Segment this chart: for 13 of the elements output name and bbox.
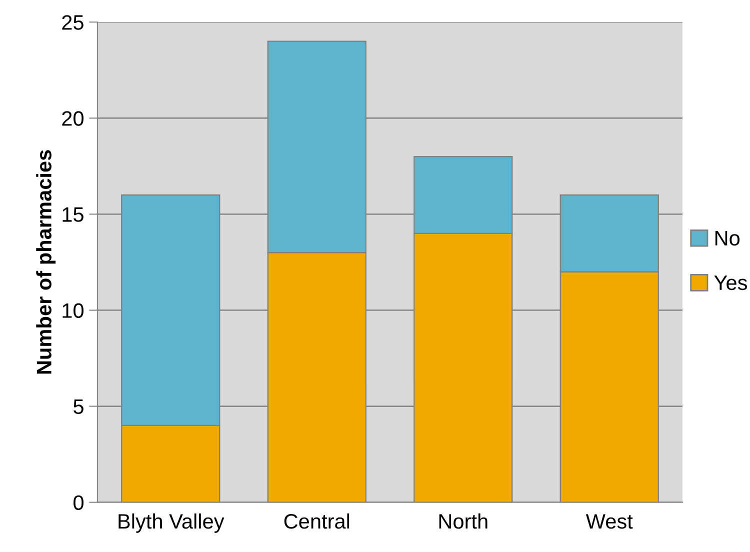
- legend-label: No: [715, 231, 740, 246]
- x-tick-label: Central: [284, 513, 350, 529]
- y-tick-label: 15: [62, 207, 84, 222]
- y-tick-label: 0: [74, 495, 84, 510]
- x-tick-label: West: [586, 514, 633, 529]
- x-tick-label: North: [439, 513, 488, 529]
- y-tick-label: 25: [62, 15, 84, 30]
- y-tick-label: 20: [62, 111, 84, 126]
- y-axis-title: Number of pharmacies: [36, 150, 56, 374]
- y-tick-label: 10: [62, 303, 84, 318]
- y-tick-label: 5: [74, 399, 84, 414]
- legend-label: Yes: [714, 276, 747, 290]
- x-tick-label: Blyth Valley: [118, 513, 224, 533]
